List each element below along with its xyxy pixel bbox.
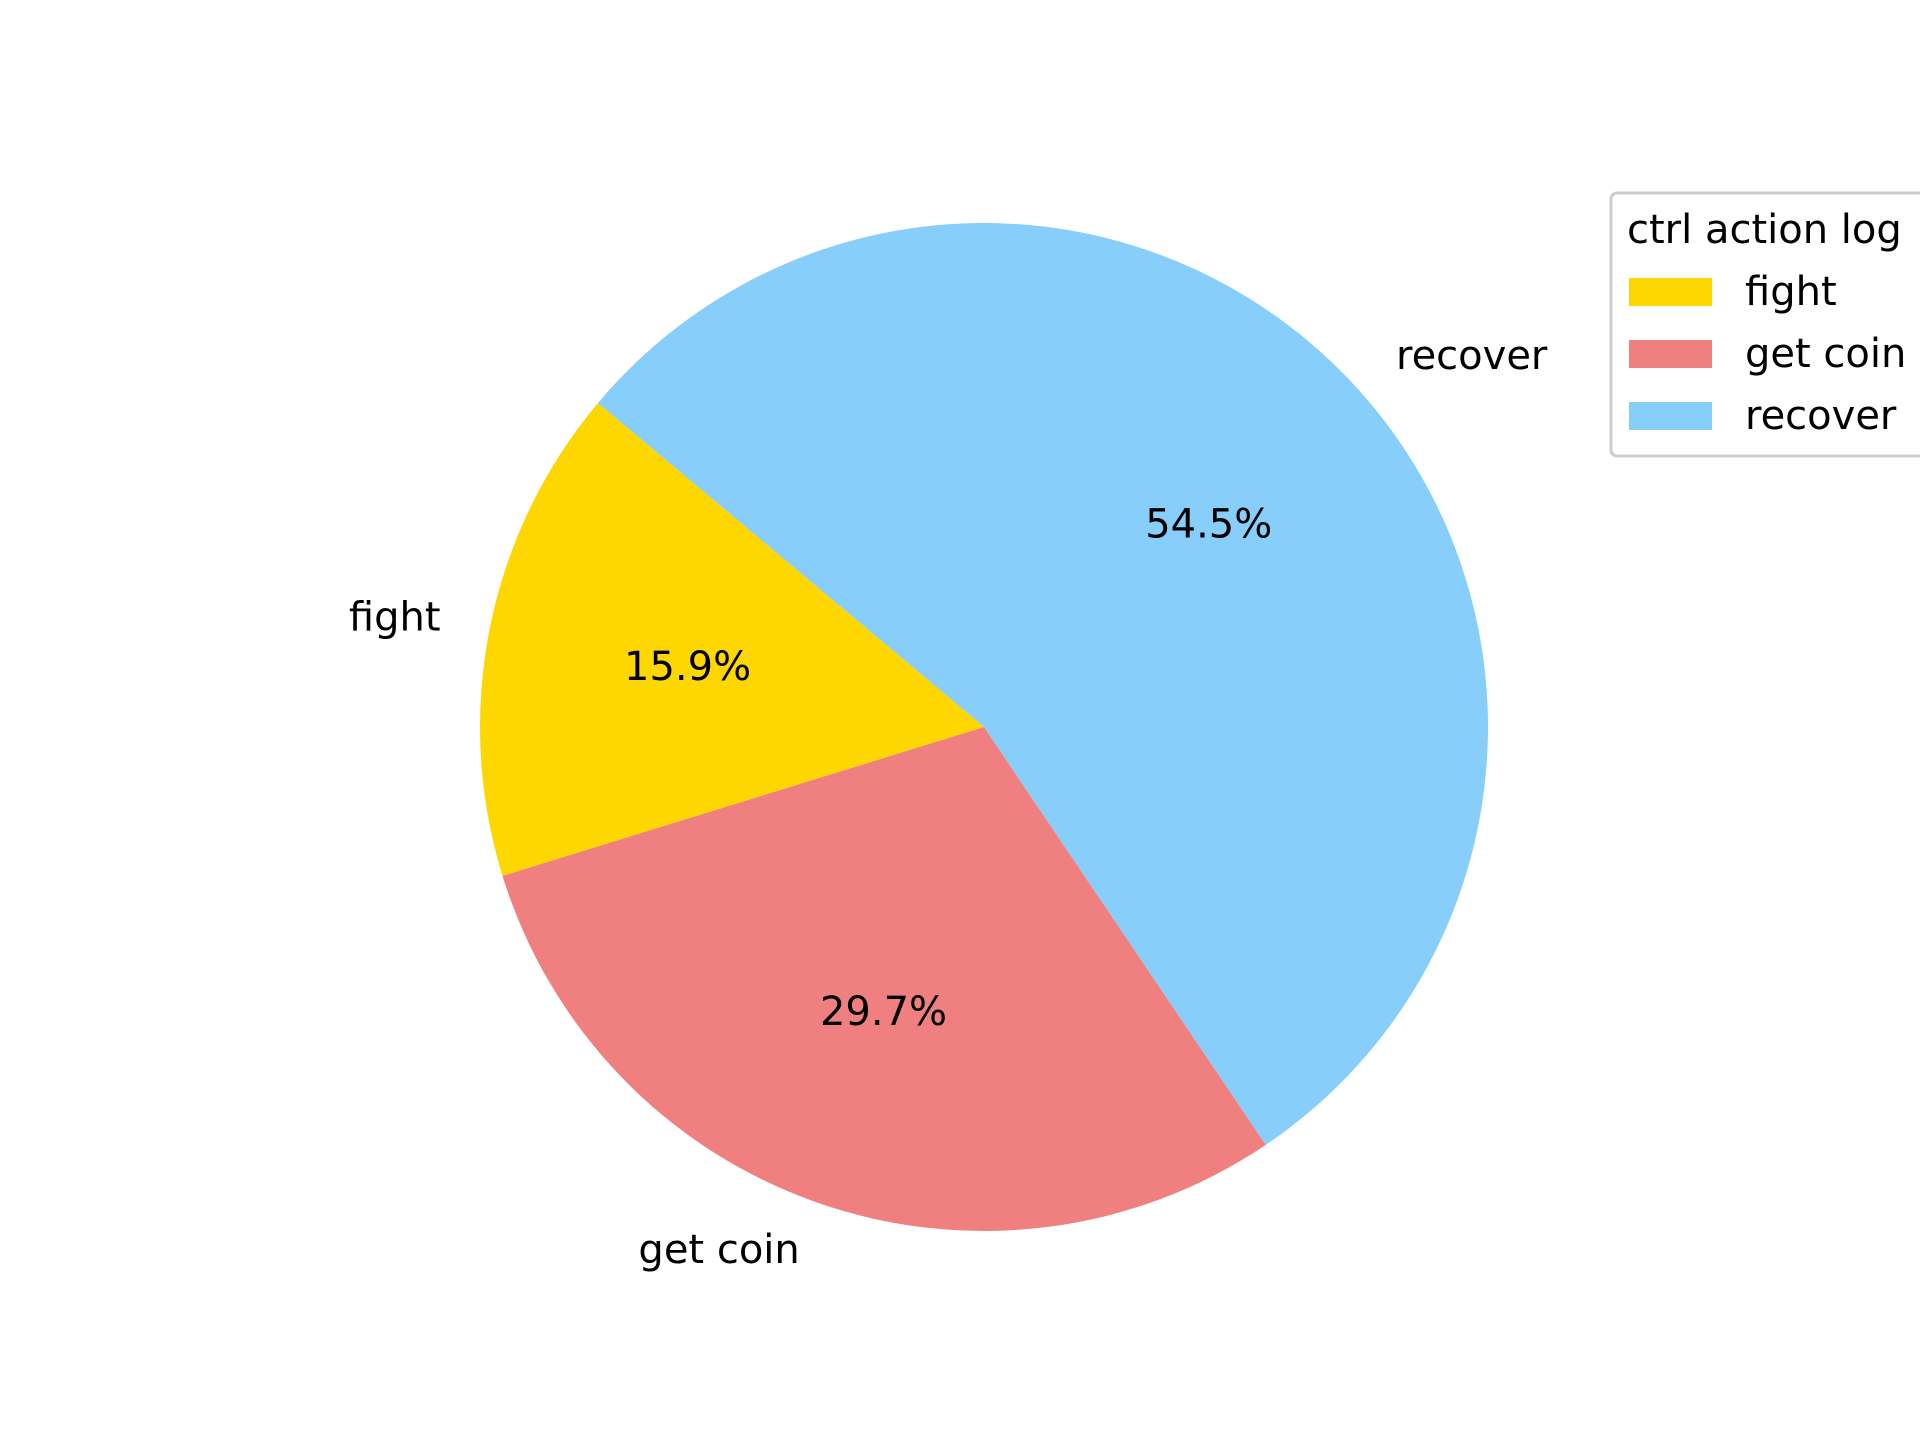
percent-label-recover: 54.5% [1145, 502, 1272, 548]
legend-entry-recover: recover [1629, 393, 1897, 439]
slices-layer [480, 223, 1488, 1231]
legend-entries: fight get coin recover [1629, 269, 1906, 439]
slice-label-recover: recover [1396, 333, 1548, 379]
legend-label-recover: recover [1745, 393, 1897, 439]
slice-label-get-coin: get coin [638, 1227, 799, 1273]
legend-frame [1609, 191, 1920, 458]
percent-label-get-coin: 29.7% [820, 989, 947, 1035]
legend-label-fight: fight [1745, 269, 1837, 315]
slice-label-fight: fight [349, 594, 441, 640]
pie-slice-recover [597, 223, 1488, 1145]
legend-title: ctrl action log [1627, 207, 1902, 253]
pie-slice-get-coin [502, 727, 1266, 1231]
legend-label-get-coin: get coin [1745, 331, 1906, 377]
pie-slice-fight [480, 403, 984, 876]
labels-layer: fight 15.9% get coin 29.7% recover 54.5% [349, 333, 1548, 1273]
legend-entry-fight: fight [1629, 269, 1837, 315]
legend: ctrl action log fight get coin recover [1609, 191, 1920, 458]
legend-swatch-recover [1629, 402, 1712, 430]
percent-label-fight: 15.9% [624, 644, 751, 690]
legend-swatch-fight [1629, 278, 1712, 306]
legend-entry-get-coin: get coin [1629, 331, 1906, 377]
legend-swatch-get-coin [1629, 340, 1712, 368]
